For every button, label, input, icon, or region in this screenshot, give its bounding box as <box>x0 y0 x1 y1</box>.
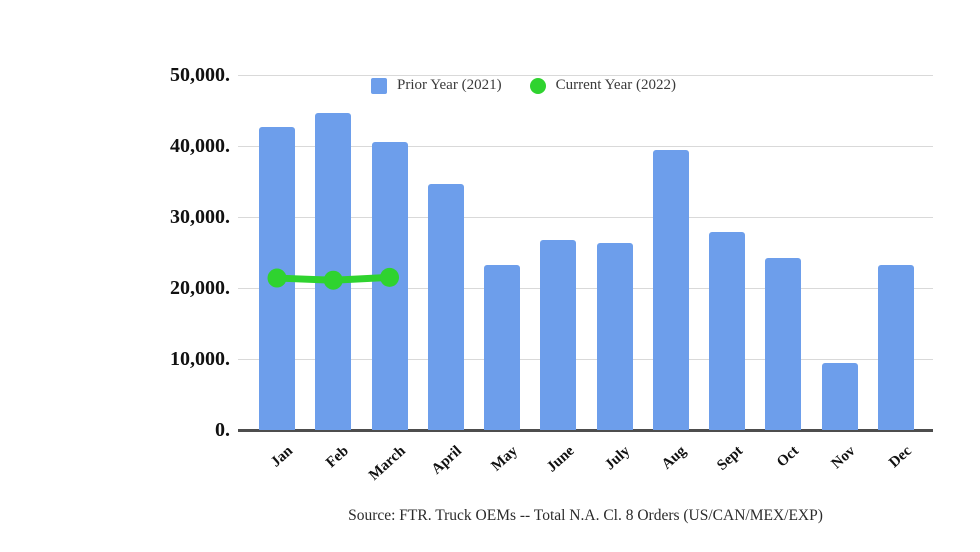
y-tick-label: 10,000. <box>170 348 230 370</box>
x-tick-label-march: March <box>365 443 409 484</box>
bar-feb <box>315 113 352 430</box>
legend-item-current-year: Current Year (2022) <box>529 77 676 94</box>
y-tick-label: 0. <box>215 419 230 441</box>
bar-dec <box>877 265 914 430</box>
legend-label-current-year: Current Year (2022) <box>555 77 676 93</box>
prior-year-swatch-icon <box>371 77 387 94</box>
x-tick-label-oct: Oct <box>774 443 803 471</box>
x-tick-label-may: May <box>488 443 521 475</box>
bar-march <box>371 141 408 430</box>
x-tick-label-dec: Dec <box>886 443 915 472</box>
legend-item-prior-year: Prior Year (2021) <box>371 77 502 94</box>
bar-june <box>540 240 577 430</box>
x-tick-label-feb: Feb <box>323 443 352 472</box>
bar-july <box>596 243 633 430</box>
x-axis-baseline <box>238 429 933 432</box>
bar-jan <box>259 126 295 430</box>
bar-may <box>484 264 521 430</box>
x-tick-label-nov: Nov <box>828 443 859 473</box>
gridline <box>238 75 933 76</box>
legend: Prior Year (2021) Current Year (2022) <box>371 77 676 94</box>
legend-label-prior-year: Prior Year (2021) <box>397 77 502 93</box>
bar-aug <box>652 149 689 430</box>
bar-oct <box>765 258 802 430</box>
current-year-swatch-icon <box>529 77 546 94</box>
x-tick-label-july: July <box>602 443 634 474</box>
bar-sept <box>709 231 746 430</box>
gridline <box>238 217 933 218</box>
bar-april <box>427 183 464 430</box>
gridline <box>238 359 933 360</box>
y-tick-label: 50,000. <box>170 64 230 86</box>
x-tick-label-april: April <box>428 443 465 478</box>
bar-nov <box>821 362 858 430</box>
gridline <box>238 288 933 289</box>
source-note: Source: FTR. Truck OEMs -- Total N.A. Cl… <box>348 507 823 524</box>
x-tick-label-june: June <box>543 443 578 476</box>
x-tick-label-jan: Jan <box>267 443 296 471</box>
y-tick-label: 40,000. <box>170 135 230 157</box>
y-tick-label: 30,000. <box>170 206 230 228</box>
y-tick-label: 20,000. <box>170 277 230 299</box>
x-tick-label-sept: Sept <box>714 443 746 474</box>
x-tick-label-aug: Aug <box>659 443 690 473</box>
gridline <box>238 146 933 147</box>
